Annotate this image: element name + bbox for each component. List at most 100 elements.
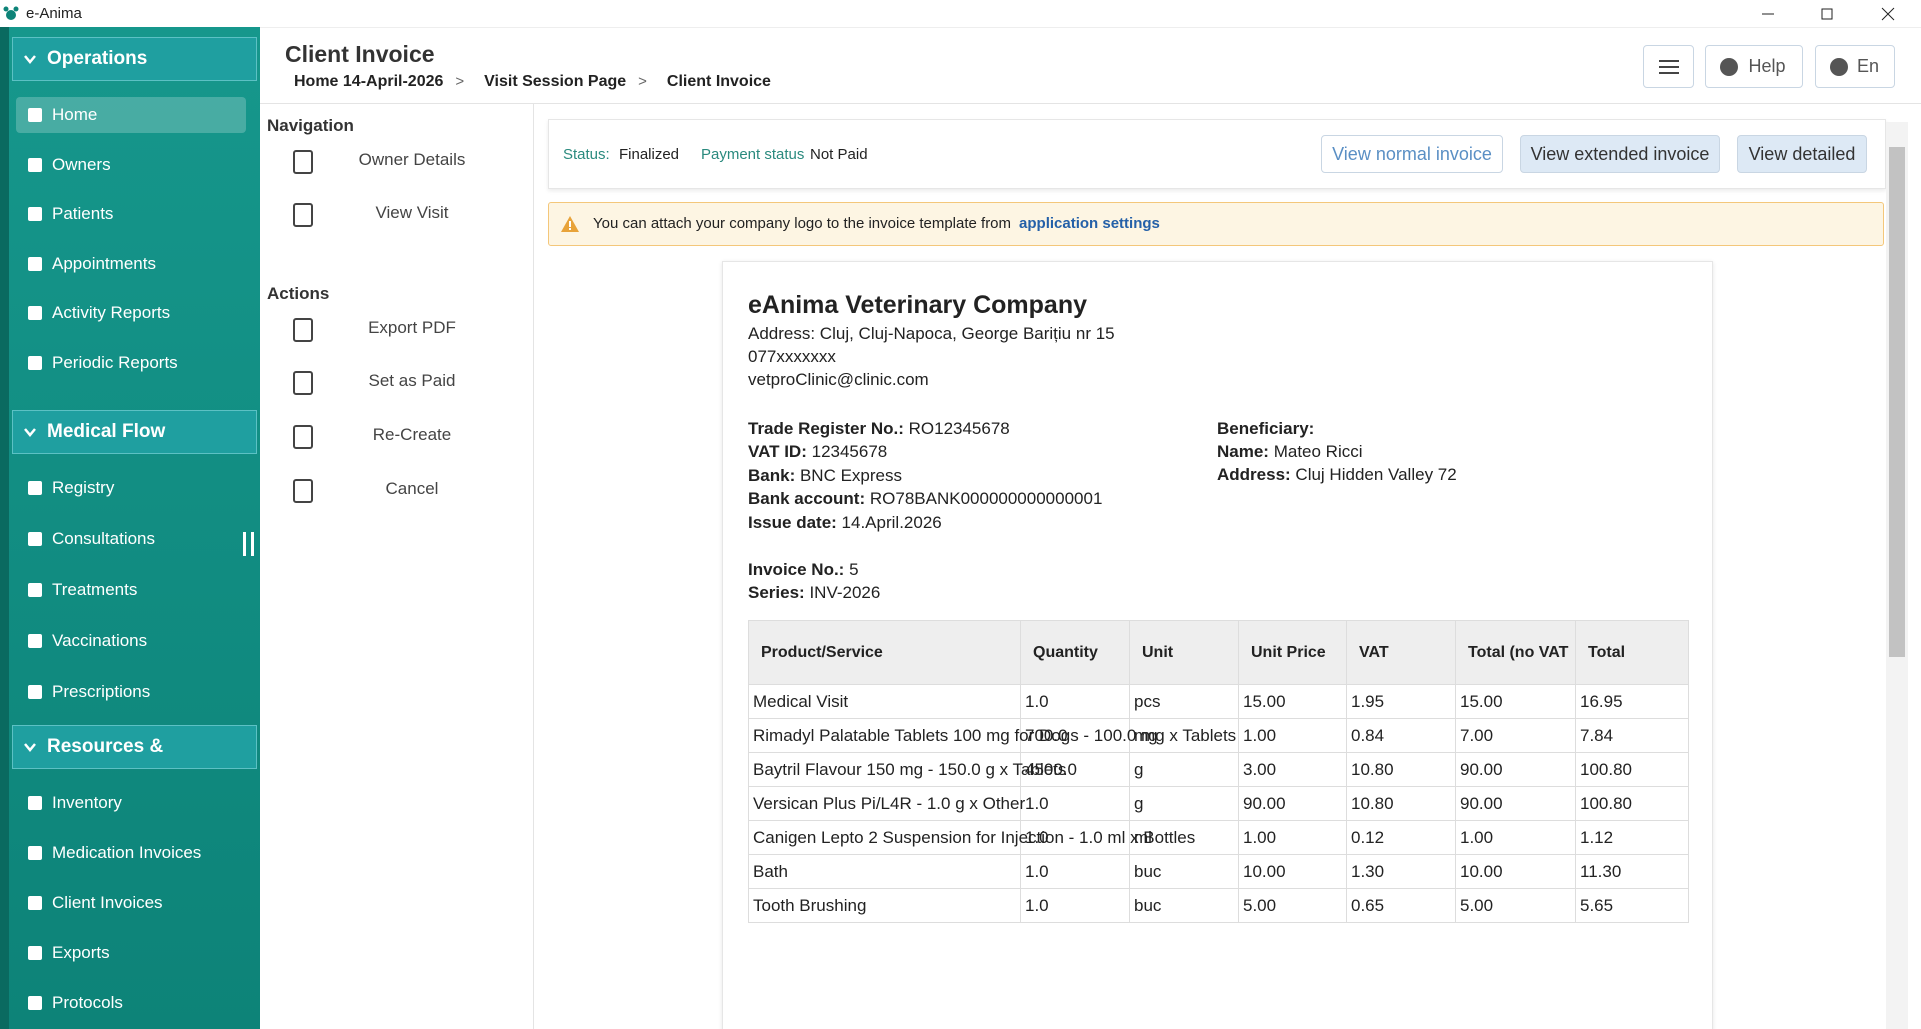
- panel-icon: [293, 425, 313, 449]
- header-button[interactable]: Help: [1705, 45, 1803, 88]
- panel-item[interactable]: Export PDF: [368, 318, 456, 337]
- breadcrumb[interactable]: Client Invoice: [666, 73, 771, 90]
- view-button[interactable]: View detailed: [1737, 135, 1867, 173]
- table-row: Canigen Lepto 2 Suspension for Injection…: [748, 820, 1689, 855]
- window-title: e-Anima: [26, 5, 82, 22]
- sidebar-item[interactable]: Medication Invoices: [16, 835, 246, 871]
- section-header[interactable]: Operations: [12, 37, 257, 81]
- field-label: Trade Register No.:: [748, 419, 904, 438]
- table-cell: 7.84: [1575, 718, 1689, 753]
- contact-line: Address: Cluj, Cluj-Napoca, George Bariț…: [748, 324, 1115, 343]
- field-value: 5: [849, 560, 859, 579]
- menu-button[interactable]: [1643, 45, 1694, 88]
- sidebar-item[interactable]: Appointments: [16, 246, 246, 282]
- field-value: RO78BANK000000000000001: [869, 489, 1103, 509]
- company-name: eAnima Veterinary Company: [748, 291, 1088, 319]
- column-header: Quantity: [1020, 620, 1130, 685]
- item-icon: [28, 356, 42, 370]
- contact-line: vetproClinic@clinic.com: [748, 370, 929, 389]
- scrollbar[interactable]: [1886, 122, 1908, 1029]
- section-header[interactable]: Medical Flow: [12, 410, 257, 454]
- table-cell: Versican Plus Pi/L4R - 1.0 g x Other: [748, 786, 1025, 821]
- breadcrumb[interactable]: Visit Session Page: [484, 73, 627, 90]
- table-row: Versican Plus Pi/L4R - 1.0 g x Other 1.0 g…: [748, 786, 1689, 821]
- scroll-thumb[interactable]: [1889, 147, 1905, 657]
- table-cell: 100.80: [1575, 752, 1689, 787]
- item-icon: [28, 207, 42, 222]
- seller-field: Bank account: RO78BANK000000000000001: [748, 489, 1102, 509]
- header-divider: [260, 103, 1921, 104]
- sidebar: Operations Home Owners Patients Appointments…: [0, 27, 260, 1029]
- status-text: Finalized: [619, 146, 680, 163]
- panel-item[interactable]: View Visit: [375, 203, 449, 222]
- table-cell: 1.0: [1020, 786, 1130, 821]
- collapse-handle[interactable]: [243, 532, 254, 556]
- panel-item[interactable]: Re-Create: [372, 425, 452, 444]
- table-cell: 1.95: [1346, 684, 1456, 719]
- sidebar-item[interactable]: Vaccinations: [16, 623, 246, 659]
- sidebar-item[interactable]: Periodic Reports: [16, 345, 246, 381]
- table-cell: 1.12: [1575, 820, 1689, 855]
- chevron: [24, 743, 36, 752]
- section-header[interactable]: Resources & Manageme: [12, 725, 257, 769]
- item-icon: [28, 157, 42, 172]
- alert-link[interactable]: application settings: [1019, 215, 1160, 232]
- table-cell: 100.80: [1575, 786, 1689, 821]
- table-cell: 5.65: [1575, 888, 1689, 923]
- view-button[interactable]: View normal invoice: [1321, 135, 1503, 173]
- panel-icon: [293, 150, 313, 174]
- header-button[interactable]: En: [1815, 45, 1895, 88]
- table-cell: 11.30: [1575, 854, 1689, 889]
- warning-icon: [561, 216, 579, 232]
- field-value: INV-2026: [809, 583, 881, 603]
- sidebar-item[interactable]: Treatments: [16, 572, 246, 608]
- panel-icon: [293, 479, 313, 503]
- table-cell: 4500.0: [1020, 752, 1130, 787]
- panel-icon: [293, 371, 313, 395]
- sidebar-item[interactable]: Activity Reports: [16, 295, 246, 331]
- panel-heading: Navigation: [267, 116, 354, 135]
- button-icon: [1830, 58, 1848, 76]
- sidebar-item[interactable]: Consultations: [16, 521, 246, 557]
- invoice-paper: eAnima Veterinary Company Address: Cluj, …: [722, 261, 1713, 1029]
- sidebar-item[interactable]: Owners: [16, 147, 246, 183]
- table-cell: 90.00: [1238, 786, 1347, 821]
- field-label: Address:: [1217, 465, 1291, 485]
- main-area: Client Invoice Home 14-April-2026 > Visit S…: [260, 27, 1921, 1029]
- sidebar-item[interactable]: Inventory: [16, 785, 246, 821]
- item-icon: [28, 532, 42, 546]
- sidebar-item[interactable]: Registry: [16, 470, 246, 506]
- button-icon: [1720, 58, 1738, 76]
- status-text: Not Paid: [810, 146, 868, 163]
- sidebar-item[interactable]: Home: [16, 97, 246, 133]
- table-cell: 1.00: [1238, 718, 1347, 753]
- table-cell: 0.84: [1346, 718, 1456, 753]
- field-value: RO12345678: [908, 419, 1010, 438]
- panel-item[interactable]: Cancel: [385, 479, 439, 498]
- table-cell: Bath: [748, 854, 1021, 889]
- item-icon: [28, 108, 42, 122]
- item-icon: [28, 896, 42, 910]
- window-controls[interactable]: [1750, 3, 1915, 25]
- panel-item[interactable]: Set as Paid: [368, 371, 456, 390]
- table-cell: 1.00: [1455, 820, 1576, 855]
- sidebar-item[interactable]: Prescriptions: [16, 674, 246, 710]
- table-row: Bath 1.0 buc 10.00 1.30 10.00 11.30: [748, 854, 1689, 889]
- seller-field: Issue date: 14.April.2026: [748, 513, 942, 533]
- table-cell: buc: [1129, 854, 1239, 889]
- status-bar: Status: Finalized Payment status Not Paid Vi…: [548, 119, 1886, 189]
- field-label: Series:: [748, 583, 805, 603]
- item-icon: [28, 846, 42, 860]
- contact-line: 077xxxxxxx: [748, 347, 836, 366]
- sidebar-item[interactable]: Protocols: [16, 985, 246, 1021]
- sidebar-item[interactable]: Exports: [16, 935, 246, 971]
- sidebar-item[interactable]: Patients: [16, 196, 246, 232]
- table-row: Tooth Brushing 1.0 buc 5.00 0.65 5.00 5.65: [748, 888, 1689, 923]
- view-button[interactable]: View extended invoice: [1520, 135, 1720, 173]
- panel-item[interactable]: Owner Details: [358, 150, 466, 169]
- breadcrumb[interactable]: Home 14-April-2026: [294, 73, 444, 90]
- table-cell: 10.80: [1346, 786, 1456, 821]
- sidebar-item[interactable]: Client Invoices: [16, 885, 246, 921]
- table-cell: Tooth Brushing: [748, 888, 1021, 923]
